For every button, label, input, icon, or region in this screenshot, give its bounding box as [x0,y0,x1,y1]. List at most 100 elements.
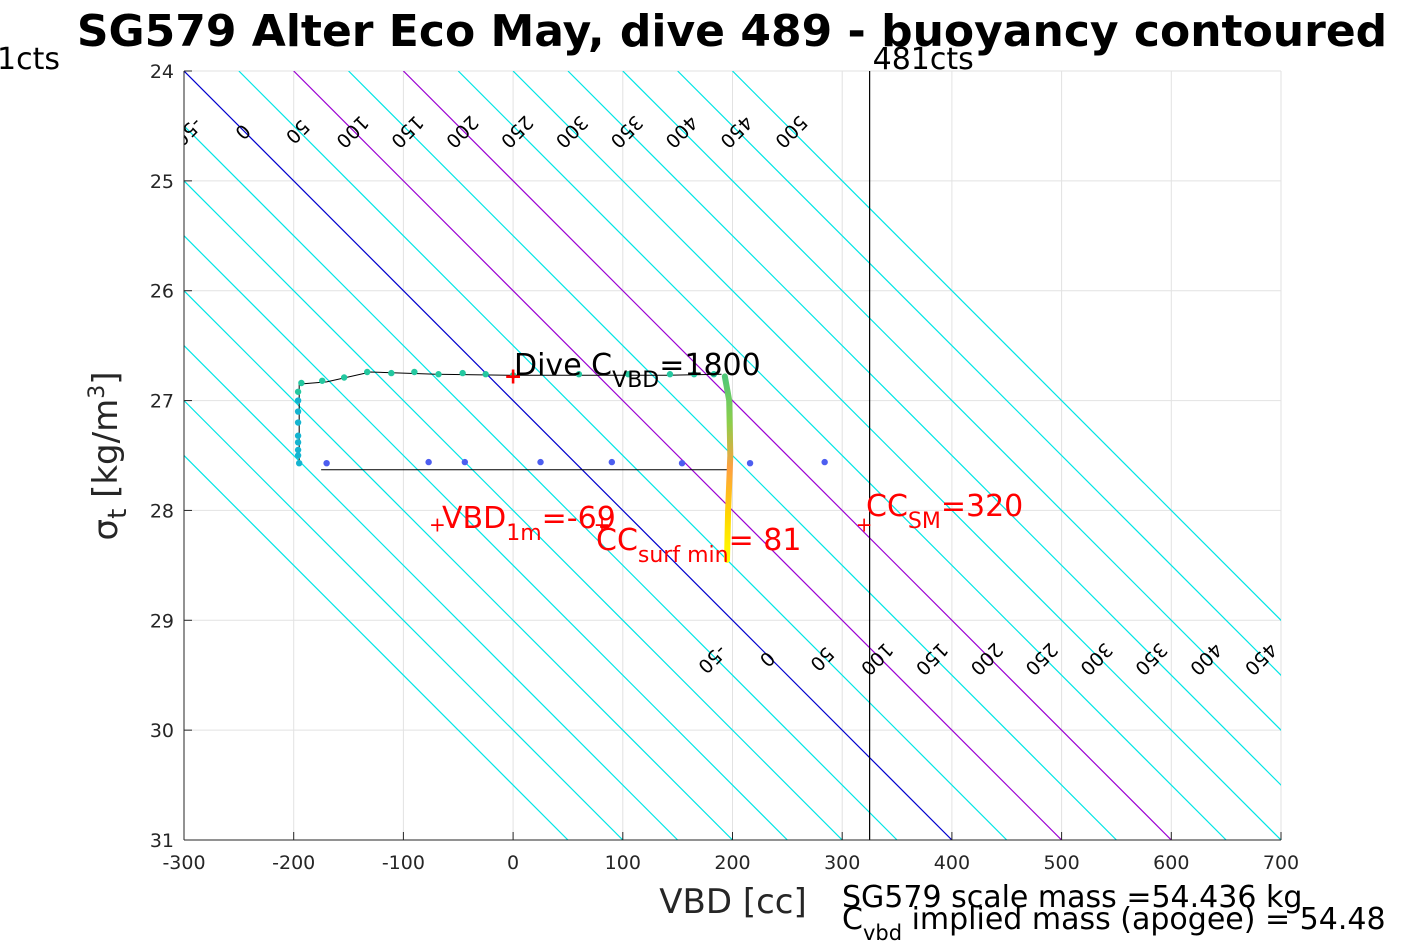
dive-trace-line [298,371,722,464]
x-tick-label: -300 [162,852,205,874]
y-label-symbol: σ [86,519,126,541]
y-tick-label: 29 [150,610,174,632]
dive-point [294,397,302,404]
dive-point [294,432,302,439]
dive-cvbd-cross: + [504,364,522,389]
ccsm-main: CC [866,489,908,524]
left-count-label: 1cts [0,42,60,77]
surface-trace [721,373,734,563]
y-label-sup: 3 [85,385,110,399]
dive-point [411,368,418,376]
dive-point [298,379,305,387]
dive-point [435,371,442,378]
contour-line [184,125,898,840]
contour-line [238,71,1008,840]
x-tick-label: 0 [507,852,519,874]
y-axis-label: σt [kg/m3] [85,372,133,541]
x-tick-label: 300 [824,852,860,874]
contour-line [677,71,1281,677]
dive-data [294,368,828,563]
contour-label-top: -150 [55,108,101,154]
contour-line [732,71,1281,622]
dive-point [295,459,303,467]
x-tick-label: 200 [714,852,750,874]
contour-label-top: -200 [0,108,46,154]
contour-label-top: 500 [770,111,811,152]
footer-tail: implied mass (apogee) = 54.48 [902,902,1386,937]
footer-vbd-sub: vbd [863,921,902,945]
ccsm-cross: + [856,512,873,536]
contour-label-top: 450 [715,111,756,152]
dive-point [294,388,302,395]
dive-point [482,371,489,378]
climb-point [821,458,828,466]
contour-label-top: -50 [169,113,207,151]
contour-label-top: 300 [551,111,592,152]
contour-line [457,71,1227,840]
climb-point [746,459,754,467]
dive-cvbd-tail: =1800 [659,348,760,383]
dive-point [575,371,583,378]
dive-cvbd-label: Dive CVBD=1800 [514,348,761,393]
contour-line [622,71,1281,731]
ccsurf-tail: = 81 [729,523,802,558]
contour-line [184,234,788,840]
contour-line [293,71,1063,840]
ccsurf-main: CC [596,523,638,558]
dive-point [294,439,302,446]
contour-label-bottom: 200 [966,638,1007,679]
dive-point [690,371,698,378]
contour-line [184,180,843,840]
contour-label-bottom: 450 [1240,638,1281,679]
x-tick-label: 400 [934,852,970,874]
ccsm-sub: SM [908,509,941,534]
y-tick-label: 26 [150,281,174,303]
dive-cvbd-sub: VBD [612,368,659,393]
y-tick-label: 24 [150,61,174,83]
ccsurf-cross: + [594,512,611,536]
y-label-close: ] [86,372,126,385]
contour-line [402,71,1172,840]
x-axis-label: VBD [cc] [659,882,807,922]
contour-line [567,71,1281,786]
dive-point [294,408,302,415]
ccsm-tail: =320 [941,489,1023,524]
x-tick-label: -200 [272,852,315,874]
contour-label-bottom: 500 [1295,638,1336,679]
axes: -300 -200 -100 0 100 200 300 400 500 600 700242526… [85,61,1299,922]
dive-cvbd-main: Dive C [514,348,612,383]
vbd1m-tail: =-69 [542,501,616,536]
footer-c: C [842,902,863,937]
contour-label-bottom: 300 [1075,638,1116,679]
contour-line [184,399,624,840]
chart-title: SG579 Alter Eco May, dive 489 - buoyancy… [77,6,1387,57]
ccsurf-sub: surf min [638,543,729,568]
buoyancy-contours: -300-250-200-150-100-5005010015020025030… [0,71,1336,840]
contour-label-bottom: 0 [755,647,779,671]
dive-point [294,446,302,454]
contour-label-bottom: 250 [1021,638,1062,679]
dive-point [294,452,302,459]
x-tick-label: 600 [1153,852,1189,874]
dive-point [319,377,326,384]
climb-point [323,459,330,467]
vbd1m-label: VBD1m=-69 [442,501,616,546]
y-label-sub: t [103,509,133,519]
contour-label-top: 200 [441,111,482,152]
contour-line [184,289,733,840]
footer-scale-mass: SG579 scale mass =54.436 kg [842,880,1302,915]
contour-label-top: 250 [496,111,537,152]
y-tick-label: 27 [150,391,174,413]
dive-point [666,371,674,378]
x-tick-label: -100 [382,852,425,874]
climb-point [678,459,686,467]
footer-implied-mass: Cvbd implied mass (apogee) = 54.48 [842,902,1386,945]
contour-label-top: 0 [230,119,254,143]
contour-label-top: 100 [331,111,372,152]
contour-label-top: 400 [661,111,702,152]
ccsm-label: CCSM=320 [866,489,1023,534]
y-label-unit: [kg/m [86,399,126,509]
dive-point [340,374,348,381]
